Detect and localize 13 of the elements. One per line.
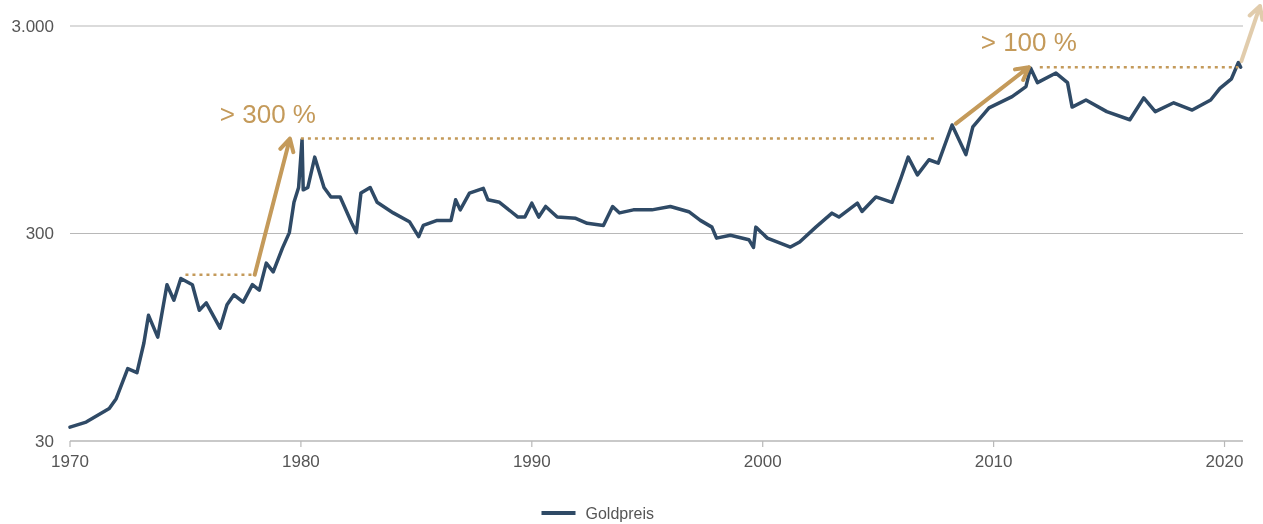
annotation: > 300 % (219, 98, 316, 129)
x-tick-label: 1980 (281, 452, 320, 471)
y-tick-label: 30 (35, 431, 54, 451)
line-series (68, 60, 1243, 429)
x-tick-label: 2010 (974, 452, 1013, 471)
x-tick-label: 2020 (1205, 452, 1244, 471)
annotation: > 100 % (980, 27, 1077, 58)
x-tick-label: 2000 (743, 452, 782, 471)
y-tick-label: 3.000 (11, 16, 54, 36)
x-tick-label: 1970 (51, 452, 89, 471)
legend-label: Goldpreis (585, 504, 654, 522)
y-tick-label: 300 (25, 224, 54, 244)
x-tick-label: 1990 (512, 452, 551, 471)
